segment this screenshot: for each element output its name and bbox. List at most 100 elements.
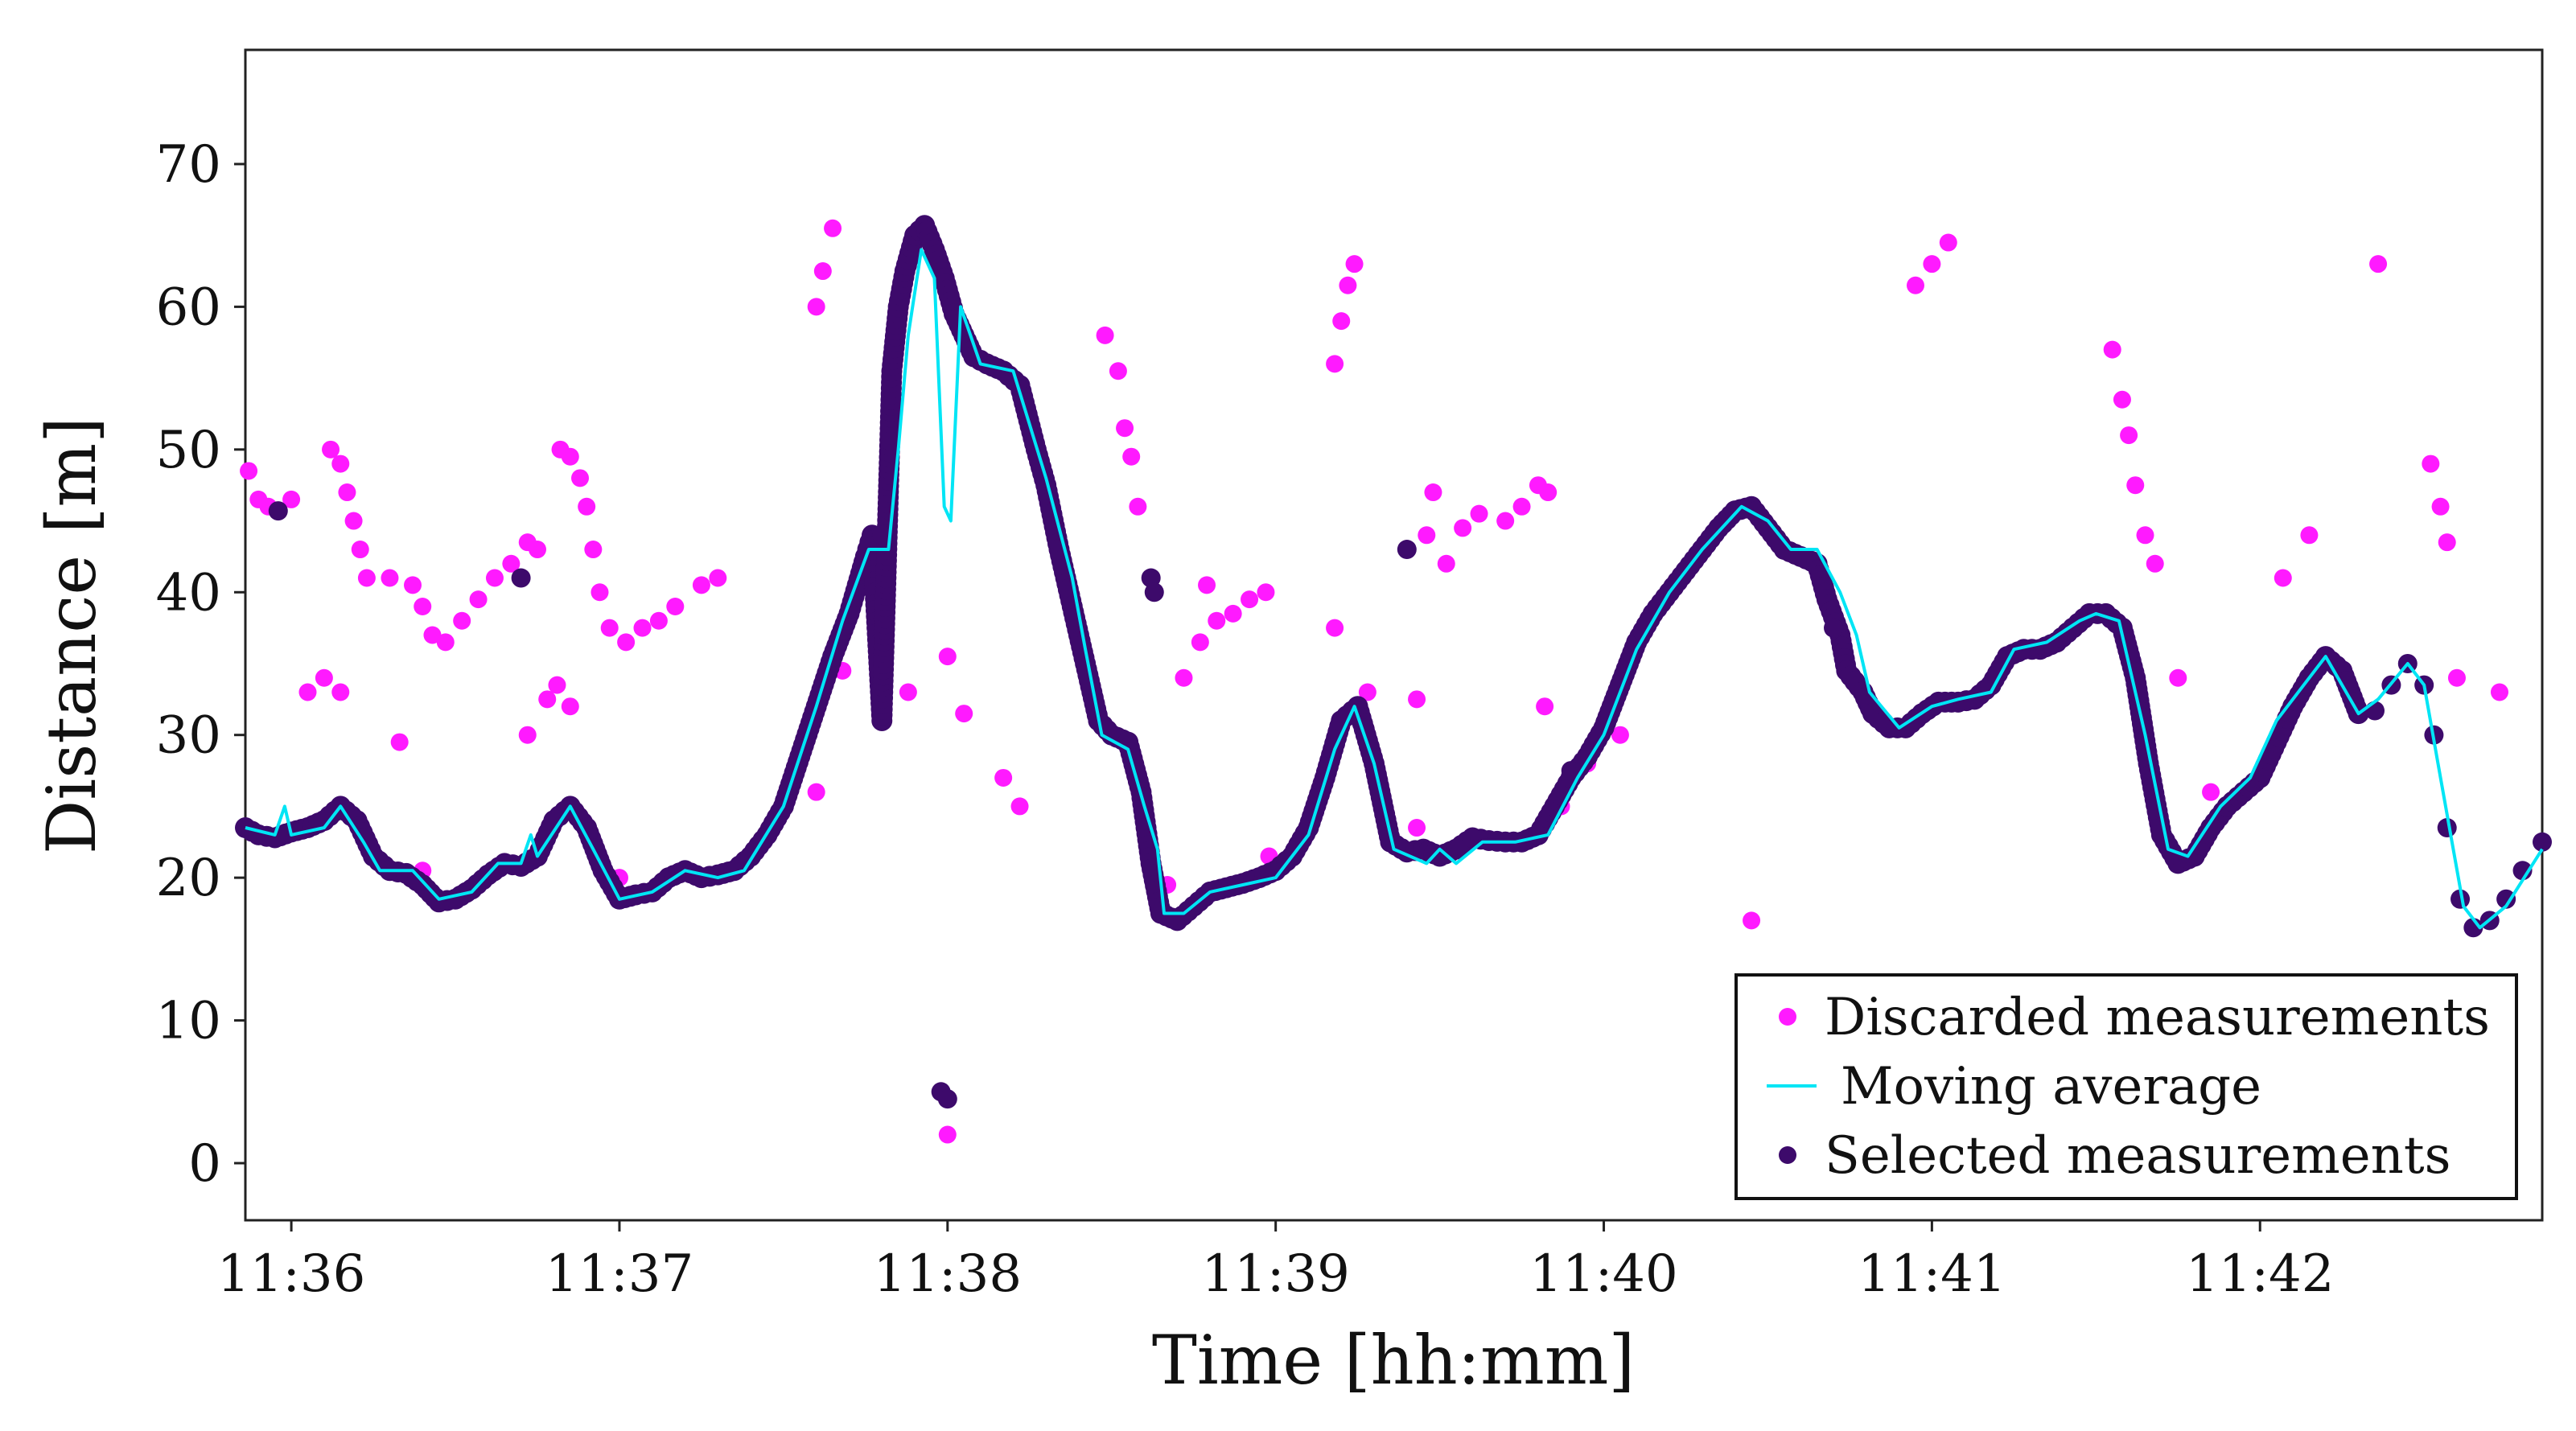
discarded-point (2274, 569, 2292, 587)
discarded-point (1191, 633, 1209, 652)
discarded-series (240, 219, 2508, 1144)
selected-point (2496, 889, 2516, 909)
discarded-point (1408, 690, 1426, 709)
discarded-point (1109, 362, 1127, 380)
discarded-point (528, 541, 546, 559)
discarded-point (1116, 419, 1134, 438)
discarded-point (2490, 683, 2508, 701)
discarded-point (1536, 697, 1554, 716)
discarded-point (813, 262, 832, 281)
discarded-point (414, 598, 432, 616)
discarded-point (338, 483, 356, 502)
discarded-point (600, 619, 619, 637)
discarded-point (331, 454, 350, 473)
discarded-point (1122, 447, 1141, 466)
discarded-point (322, 440, 340, 458)
selected-point (1144, 582, 1164, 602)
discarded-point (298, 683, 317, 701)
discarded-point (1339, 276, 1357, 294)
discarded-point (807, 783, 825, 801)
moving-average-line (245, 248, 2544, 930)
discarded-point (502, 554, 521, 573)
y-tick-label: 40 (156, 563, 221, 623)
discarded-point (899, 683, 917, 701)
discarded-point (1129, 497, 1147, 516)
discarded-point (2136, 526, 2154, 545)
discarded-point (561, 447, 579, 466)
selected-point (511, 568, 531, 588)
discarded-point (1175, 668, 1193, 687)
discarded-point (955, 705, 973, 723)
x-tick-label: 11:41 (1858, 1244, 2006, 1304)
discarded-point (807, 298, 825, 316)
legend-selected-marker (1779, 1146, 1796, 1164)
discarded-point (994, 768, 1013, 787)
y-tick-label: 20 (156, 849, 221, 908)
discarded-point (633, 619, 652, 637)
discarded-point (1512, 497, 1531, 516)
discarded-point (331, 683, 350, 701)
discarded-point (381, 569, 399, 587)
discarded-point (591, 583, 609, 602)
discarded-point (1743, 911, 1761, 930)
discarded-point (538, 690, 557, 709)
discarded-point (282, 490, 301, 508)
discarded-point (1939, 233, 1957, 252)
discarded-point (423, 626, 442, 644)
selected-point (2364, 701, 2385, 721)
axes: 11:36 11:37 11:38 11:39 11:40 11:41 11:42 0 10 20… (156, 135, 2335, 1304)
discarded-point (240, 462, 258, 480)
discarded-point (1010, 797, 1029, 816)
discarded-point (548, 676, 566, 694)
discarded-point (2146, 554, 2164, 573)
discarded-point (2447, 668, 2466, 687)
y-tick-label: 70 (156, 135, 221, 195)
x-tick-label: 11:42 (2186, 1244, 2334, 1304)
discarded-point (1345, 255, 1364, 273)
discarded-point (938, 648, 957, 666)
discarded-point (1539, 483, 1558, 502)
discarded-point (1424, 483, 1442, 502)
discarded-point (1923, 255, 1941, 273)
discarded-point (1611, 726, 1629, 744)
discarded-point (485, 569, 504, 587)
discarded-point (1326, 619, 1344, 637)
discarded-point (578, 497, 596, 516)
y-axis-title: Distance [m] (32, 417, 111, 854)
y-tick-label: 30 (156, 706, 221, 766)
x-tick-label: 11:38 (874, 1244, 1022, 1304)
x-tick-label: 11:39 (1201, 1244, 1349, 1304)
selected-point (1561, 761, 1581, 781)
x-axis-title: Time [hh:mm] (1152, 1321, 1635, 1400)
selected-point (2533, 832, 2552, 852)
legend-box (1734, 973, 2518, 1200)
discarded-point (1198, 576, 1216, 594)
legend: Discarded measurements Moving average Se… (1734, 973, 2518, 1200)
discarded-point (2202, 783, 2220, 801)
selected-point (1824, 618, 1844, 638)
discarded-point (824, 219, 842, 237)
discarded-point (1326, 355, 1344, 373)
discarded-point (2113, 390, 2131, 409)
discarded-point (2120, 426, 2138, 445)
discarded-point (1332, 312, 1351, 331)
x-tick-label: 11:36 (217, 1244, 365, 1304)
y-tick-label: 0 (188, 1134, 221, 1194)
legend-average-label: Moving average (1841, 1057, 2261, 1116)
discarded-point (2126, 476, 2145, 495)
selected-point (872, 525, 892, 545)
legend-selected-label: Selected measurements (1825, 1126, 2450, 1186)
discarded-point (1408, 819, 1426, 837)
discarded-point (453, 611, 471, 630)
y-tick-label: 60 (156, 278, 221, 337)
selected-point (1397, 540, 1417, 560)
discarded-point (1437, 554, 1455, 573)
discarded-point (617, 633, 636, 652)
discarded-point (2431, 497, 2450, 516)
discarded-point (518, 726, 537, 744)
discarded-point (1241, 590, 1259, 609)
discarded-point (938, 1125, 957, 1144)
discarded-point (584, 541, 603, 559)
discarded-point (571, 469, 590, 487)
